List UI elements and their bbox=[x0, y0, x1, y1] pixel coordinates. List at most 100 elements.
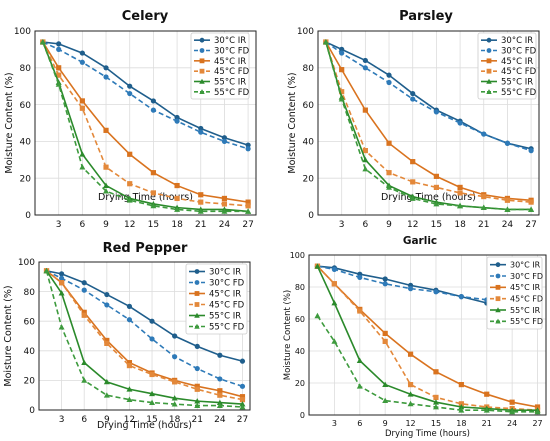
data-point bbox=[239, 383, 246, 389]
data-point bbox=[245, 199, 251, 205]
x-tick-label: 6 bbox=[362, 220, 368, 230]
y-tick-label: 80 bbox=[24, 288, 36, 298]
data-point bbox=[217, 376, 223, 382]
data-point bbox=[81, 359, 88, 366]
x-axis-label: Drying Time (hours) bbox=[381, 192, 476, 203]
data-point bbox=[356, 383, 363, 389]
data-point bbox=[484, 391, 490, 397]
legend-swatch-marker bbox=[194, 269, 200, 274]
data-point bbox=[103, 127, 109, 133]
data-point bbox=[322, 39, 329, 45]
data-point bbox=[339, 50, 345, 56]
data-point bbox=[458, 382, 464, 388]
data-point bbox=[331, 266, 337, 272]
data-point bbox=[386, 79, 392, 86]
series-line bbox=[42, 41, 249, 213]
y-tick-label: 20 bbox=[295, 379, 305, 388]
data-point bbox=[245, 142, 251, 148]
legend-entry-label: 30°C FD bbox=[501, 46, 537, 56]
legend-entry-label: 45°C FD bbox=[209, 300, 245, 310]
data-point bbox=[382, 330, 388, 336]
legend-entry-label: 55°C FD bbox=[501, 88, 537, 98]
legend-entry-label: 30°C IR bbox=[209, 267, 241, 277]
chart-panel-3: 3 6 9 12 15 18 21 24 27 0 20 40 60 80 100 Garlic Drying … bbox=[283, 235, 547, 439]
data-point bbox=[433, 109, 439, 115]
legend-entry-label: 30°C IR bbox=[214, 36, 246, 46]
data-point bbox=[239, 394, 246, 400]
legend-entry-label: 45°C IR bbox=[209, 289, 241, 299]
x-tick-label: 12 bbox=[405, 419, 415, 428]
data-point bbox=[480, 204, 487, 211]
legend-swatch-marker bbox=[199, 68, 205, 74]
y-tick-label: 0 bbox=[308, 211, 314, 221]
series-line bbox=[42, 41, 249, 203]
x-tick-label: 12 bbox=[407, 220, 418, 230]
data-point bbox=[104, 291, 110, 298]
legend-swatch-marker bbox=[199, 37, 205, 43]
y-axis-label: Moisture Content (%) bbox=[4, 72, 15, 173]
data-point bbox=[386, 170, 392, 176]
data-point bbox=[149, 336, 155, 342]
data-point bbox=[194, 365, 200, 372]
data-point bbox=[79, 59, 85, 65]
data-point bbox=[59, 280, 65, 286]
data-point bbox=[127, 83, 133, 89]
data-point bbox=[239, 401, 246, 407]
y-tick-label: 100 bbox=[290, 251, 305, 260]
axes-frame bbox=[308, 254, 547, 416]
data-point bbox=[104, 302, 110, 308]
x-tick-label: 15 bbox=[431, 419, 441, 428]
y-tick-label: 60 bbox=[295, 315, 305, 324]
data-point bbox=[150, 107, 156, 113]
data-point bbox=[509, 408, 516, 415]
y-tick-label: 20 bbox=[303, 174, 315, 184]
y-tick-label: 80 bbox=[303, 64, 315, 74]
data-point bbox=[534, 408, 541, 415]
y-tick-label: 100 bbox=[18, 258, 35, 268]
data-point bbox=[458, 294, 464, 300]
x-tick-label: 27 bbox=[237, 415, 248, 425]
x-tick-label: 6 bbox=[81, 415, 87, 425]
legend-entry-label: 55°C IR bbox=[510, 306, 541, 315]
data-point bbox=[386, 140, 392, 146]
data-point bbox=[194, 402, 201, 408]
x-tick-label: 6 bbox=[357, 419, 362, 428]
data-point bbox=[126, 303, 133, 309]
data-point bbox=[174, 118, 180, 124]
data-point bbox=[362, 65, 368, 71]
data-point bbox=[59, 275, 65, 281]
data-point bbox=[172, 354, 178, 360]
series-line bbox=[316, 265, 538, 412]
data-point bbox=[407, 400, 414, 407]
data-point bbox=[386, 184, 393, 190]
series-line bbox=[45, 270, 243, 408]
legend-entry-label: 55°C IR bbox=[209, 311, 241, 321]
data-point bbox=[174, 114, 180, 121]
data-point bbox=[59, 271, 65, 277]
data-point bbox=[221, 138, 228, 144]
legend-entry-label: 30°C IR bbox=[501, 36, 533, 46]
x-tick-label: 24 bbox=[502, 220, 514, 230]
legend-swatch-marker bbox=[486, 89, 492, 95]
axes-frame bbox=[34, 30, 257, 216]
y-tick-label: 0 bbox=[29, 406, 35, 416]
series-line bbox=[42, 41, 249, 207]
data-point bbox=[81, 312, 87, 318]
data-point bbox=[409, 195, 416, 201]
data-point bbox=[339, 89, 345, 95]
x-axis-label: Drying Time (hours) bbox=[97, 420, 192, 431]
series-line bbox=[45, 270, 243, 405]
legend-entry-label: 45°C IR bbox=[501, 57, 533, 67]
data-point bbox=[457, 190, 463, 196]
data-point bbox=[362, 156, 369, 163]
x-tick-label: 9 bbox=[386, 220, 392, 230]
data-point bbox=[126, 386, 133, 392]
data-point bbox=[331, 338, 338, 344]
data-point bbox=[149, 371, 155, 378]
legend-entry-label: 30°C FD bbox=[209, 278, 245, 288]
data-point bbox=[56, 41, 62, 47]
y-tick-label: 40 bbox=[303, 138, 315, 148]
legend-entry-label: 30°C FD bbox=[214, 46, 250, 56]
legend-swatch-marker bbox=[199, 78, 205, 84]
